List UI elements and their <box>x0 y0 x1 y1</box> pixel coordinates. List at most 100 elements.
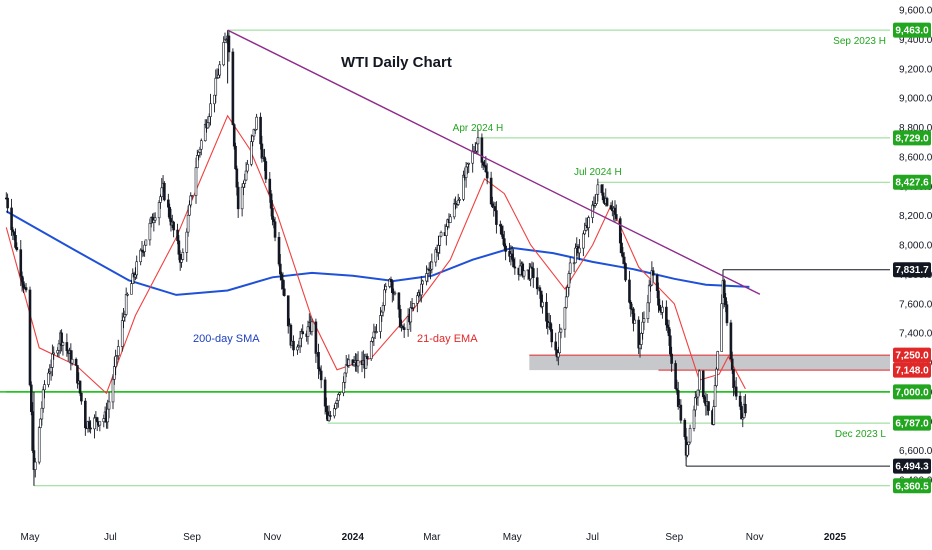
price-tag <box>893 362 931 378</box>
price-bar-body <box>512 259 515 268</box>
price-bar-body <box>292 340 295 351</box>
price-bar-body <box>153 217 157 221</box>
level-notes-layer: Sep 2023 H Apr 2024 H Jul 2024 H Dec 2023 L <box>453 36 887 440</box>
price-bar-body <box>633 319 637 324</box>
price-bar-body <box>614 214 618 219</box>
price-bar-body <box>144 239 148 246</box>
price-bar-body <box>624 263 627 281</box>
price-bar-body <box>197 151 200 156</box>
price-tag-label: 9,463.0 <box>895 26 929 37</box>
price-bar-body <box>277 236 281 265</box>
x-tick-label: Sep <box>183 532 201 543</box>
price-bar-body <box>246 163 249 172</box>
price-bar-body <box>264 161 268 180</box>
price-bar-body <box>495 210 498 225</box>
price-bar-body <box>242 183 245 188</box>
price-bar-body <box>397 292 401 310</box>
price-bar-body <box>504 245 507 252</box>
x-tick-label: May <box>503 532 522 543</box>
price-bar-body <box>14 234 17 248</box>
price-tag <box>893 478 931 494</box>
price-bar-body <box>572 262 576 265</box>
price-bar-body <box>531 268 535 278</box>
price-bar-body <box>529 266 532 280</box>
price-bar-body <box>471 151 474 164</box>
level-note: Dec 2023 L <box>835 429 887 440</box>
price-bar-body <box>333 408 336 417</box>
price-bar-body <box>47 372 50 385</box>
price-bar-body <box>371 337 374 342</box>
level-note: Jul 2024 H <box>574 167 622 178</box>
price-bar-body <box>655 274 659 292</box>
price-bar-body <box>646 302 650 320</box>
price-bar-body <box>448 216 452 223</box>
ema-21-line <box>5 114 746 395</box>
price-bar-body <box>669 335 672 355</box>
price-bar-body <box>41 389 45 409</box>
price-bar-body <box>37 427 41 463</box>
price-bar-body <box>218 64 222 76</box>
price-bar-body <box>80 392 83 402</box>
price-bar-body <box>356 360 360 367</box>
price-bar-body <box>263 156 266 162</box>
price-bar-body <box>574 247 577 264</box>
price-bar-body <box>176 229 179 242</box>
price-tag-label: 7,000.0 <box>895 387 929 398</box>
price-bar-body <box>95 417 99 423</box>
price-bar-body <box>217 74 220 79</box>
price-bar-body <box>484 165 488 173</box>
price-bar-body <box>578 247 581 254</box>
price-bar-body <box>582 233 585 249</box>
price-bar-body <box>260 143 264 159</box>
price-bar-body <box>605 198 609 206</box>
price-bar-body <box>19 249 23 277</box>
price-bar-body <box>545 301 548 322</box>
price-bar-body <box>481 162 485 166</box>
price-bar-body <box>637 319 640 349</box>
price-bar-body <box>120 320 124 347</box>
price-bar-body <box>375 331 378 333</box>
y-tick-label: 9,400.0 <box>899 35 932 46</box>
price-bar-body <box>114 355 117 367</box>
price-bar-body <box>40 407 44 420</box>
price-bar-body <box>587 217 590 228</box>
price-bar-body <box>365 356 369 360</box>
price-bar-body <box>665 306 668 326</box>
price-bar-body <box>425 273 428 282</box>
price-bar-body <box>60 332 63 346</box>
price-bar-body <box>213 94 216 105</box>
price-bar-body <box>74 358 78 366</box>
price-bar-body <box>409 307 413 323</box>
price-bar-body <box>657 290 660 306</box>
price-bar-body <box>549 322 552 330</box>
price-bar-body <box>647 284 651 304</box>
price-bar-body <box>189 195 193 206</box>
x-axis: May Jul Sep Nov 2024 Mar May Jul Sep Nov 2025 <box>21 532 847 543</box>
price-bar-body <box>227 35 231 53</box>
price-bar-body <box>369 341 373 360</box>
price-bar-body <box>286 295 290 327</box>
price-bar-body <box>323 379 327 407</box>
price-bar-body <box>214 77 218 96</box>
price-bar-body <box>231 51 235 125</box>
price-bar-body <box>106 408 110 423</box>
price-tags-layer: 9,463.0 8,729.0 8,427.6 7,831.7 7,250.0 7,148… <box>893 22 931 494</box>
price-bar-body <box>160 187 164 198</box>
price-tag-label: 7,831.7 <box>895 265 929 276</box>
price-bar-body <box>707 401 710 411</box>
price-bar-body <box>621 252 625 258</box>
price-bar-body <box>11 229 15 233</box>
price-bar-body <box>554 341 557 351</box>
x-tick-label: May <box>21 532 40 543</box>
price-bar-body <box>335 400 339 404</box>
price-bar-body <box>102 418 106 423</box>
level-note: Apr 2024 H <box>453 123 504 134</box>
price-bar-body <box>622 256 626 264</box>
price-bar-body <box>269 193 273 209</box>
price-bar-body <box>244 170 248 181</box>
price-bar-body <box>255 116 258 130</box>
price-bar-body <box>93 417 96 430</box>
price-bar-body <box>696 389 700 398</box>
price-bar-body <box>250 141 253 165</box>
